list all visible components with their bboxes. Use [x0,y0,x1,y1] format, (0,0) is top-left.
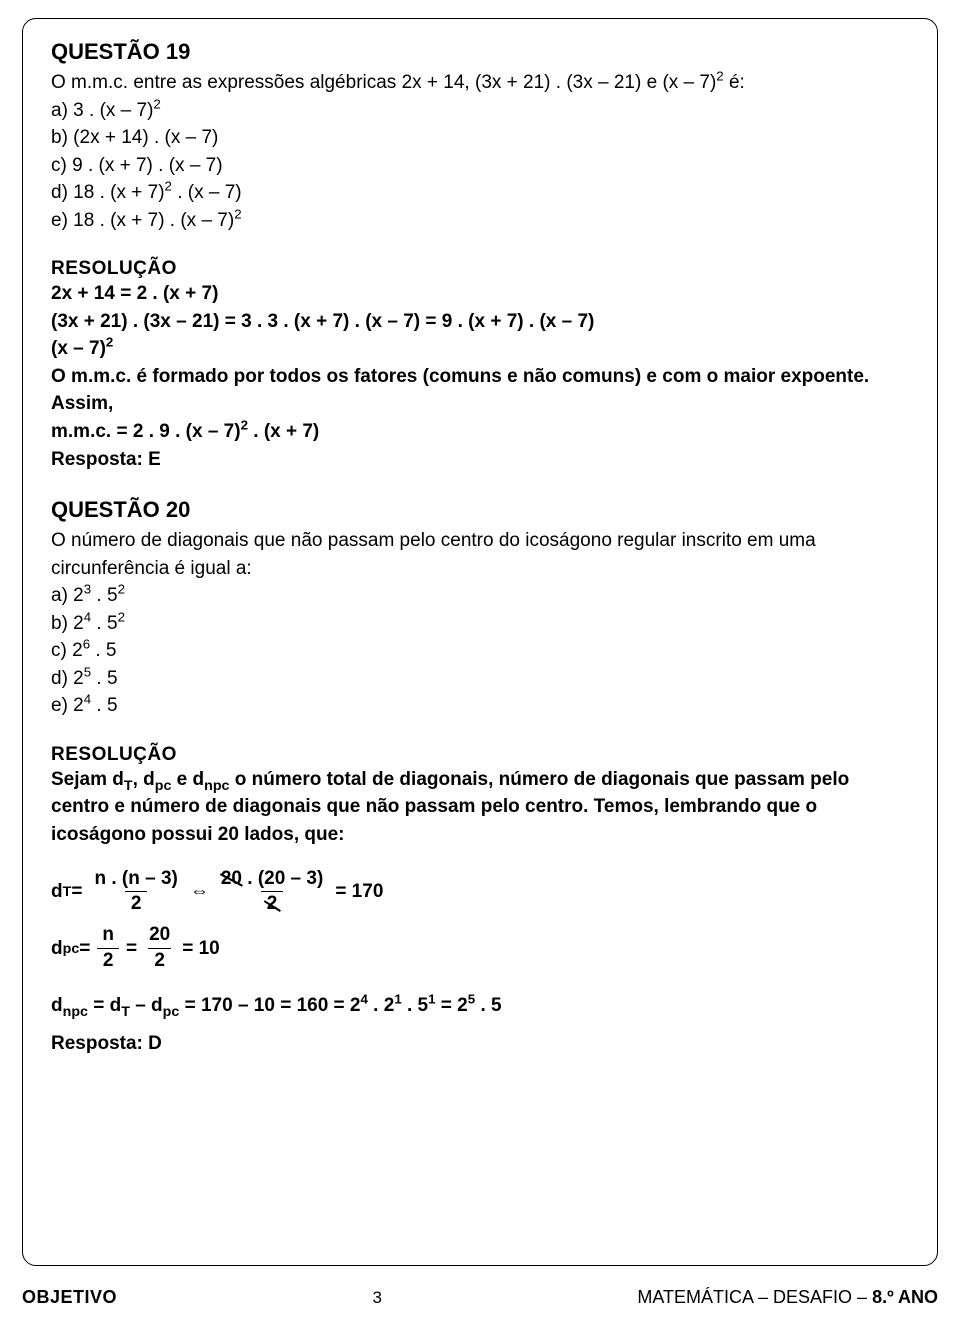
eq1-frac2-den: 2 [261,891,284,915]
eq2-equals-1: = [79,938,90,960]
eq2-fraction-1: n 2 [96,925,120,972]
q20-resolution-intro: Sejam dT, dpc e dnpc o número total de d… [51,766,909,849]
eq2-equals-2: = [126,938,137,960]
q20-option-a: a) 23 . 52 [51,582,909,610]
q20-answer: Resposta: D [51,1030,909,1058]
page-footer: OBJETIVO 3 MATEMÁTICA – DESAFIO – 8.º AN… [22,1287,938,1308]
footer-grade: 8.º ANO [872,1287,938,1307]
q19-res-line-5: m.m.c. = 2 . 9 . (x – 7)2 . (x + 7) [51,418,909,446]
eq1-equals-1: = [71,881,82,903]
page-frame: QUESTÃO 19 O m.m.c. entre as expressões … [22,18,938,1266]
eq1-frac1-den: 2 [125,891,148,915]
question-19-heading: QUESTÃO 19 [51,39,909,65]
q19-res-line-1: 2x + 14 = 2 . (x + 7) [51,280,909,308]
eq2-frac1-num: n [96,925,120,948]
eq1-frac2-num-rest: . (20 – 3) [242,868,323,889]
footer-publisher: OBJETIVO [22,1287,117,1308]
q20-option-d: d) 25 . 5 [51,665,909,693]
q20-resolution-label: RESOLUÇÃO [51,744,909,766]
q19-resolution-body: 2x + 14 = 2 . (x + 7) (3x + 21) . (3x – … [51,280,909,445]
eq2-rhs: = 10 [182,938,220,960]
eq1-fraction-2: 20 . (20 – 3) 2 [215,869,329,916]
eq2-fraction-2: 20 2 [143,925,176,972]
eq1-frac1-num: n . (n – 3) [88,869,183,892]
eq2-frac1-den: 2 [97,948,120,972]
footer-course-info: MATEMÁTICA – DESAFIO – 8.º ANO [637,1287,938,1308]
eq1-rhs: = 170 [335,881,383,903]
q20-option-b: b) 24 . 52 [51,610,909,638]
eq1-frac2-num-cancel: 20 [221,869,242,890]
q19-res-line-3: (x – 7)2 [51,335,909,363]
q19-option-b: b) (2x + 14) . (x – 7) [51,124,909,152]
footer-page-number: 3 [372,1288,381,1308]
q20-option-e: e) 24 . 5 [51,692,909,720]
question-19-prompt: O m.m.c. entre as expressões algébricas … [51,69,909,97]
eq1-lhs-var: d [51,881,63,903]
q19-resolution-label: RESOLUÇÃO [51,258,909,280]
question-19-options: a) 3 . (x – 7)2 b) (2x + 14) . (x – 7) c… [51,97,909,235]
eq2-lhs-var: d [51,938,63,960]
eq1-frac2-den-cancel: 2 [267,894,278,915]
question-20-prompt: O número de diagonais que não passam pel… [51,527,909,582]
eq2-frac2-den: 2 [148,948,171,972]
eq1-iff: ⇔ [190,881,209,903]
q20-eq-center-diagonals: dpc = n 2 = 20 2 = 10 [51,925,909,972]
q19-option-c: c) 9 . (x + 7) . (x – 7) [51,152,909,180]
question-20-heading: QUESTÃO 20 [51,497,909,523]
q20-eq-total-diagonals: dT = n . (n – 3) 2 ⇔ 20 . (20 – 3) 2 = 1… [51,869,909,916]
q20-option-c: c) 26 . 5 [51,637,909,665]
q19-res-line-2: (3x + 21) . (3x – 21) = 3 . 3 . (x + 7) … [51,308,909,336]
q19-option-a: a) 3 . (x – 7)2 [51,97,909,125]
q19-option-d: d) 18 . (x + 7)2 . (x – 7) [51,179,909,207]
question-20-options: a) 23 . 52 b) 24 . 52 c) 26 . 5 d) 25 . … [51,582,909,720]
eq1-fraction-1: n . (n – 3) 2 [88,869,183,916]
q19-res-line-4: O m.m.c. é formado por todos os fatores … [51,363,909,418]
q20-eq-noncenter-diagonals: dnpc = dT – dpc = 170 – 10 = 160 = 24 . … [51,992,909,1020]
footer-discipline: MATEMÁTICA – DESAFIO – [637,1287,872,1307]
eq1-frac2-num: 20 . (20 – 3) [215,869,329,892]
q19-answer: Resposta: E [51,446,909,474]
q19-option-e: e) 18 . (x + 7) . (x – 7)2 [51,207,909,235]
eq2-frac2-num: 20 [143,925,176,948]
